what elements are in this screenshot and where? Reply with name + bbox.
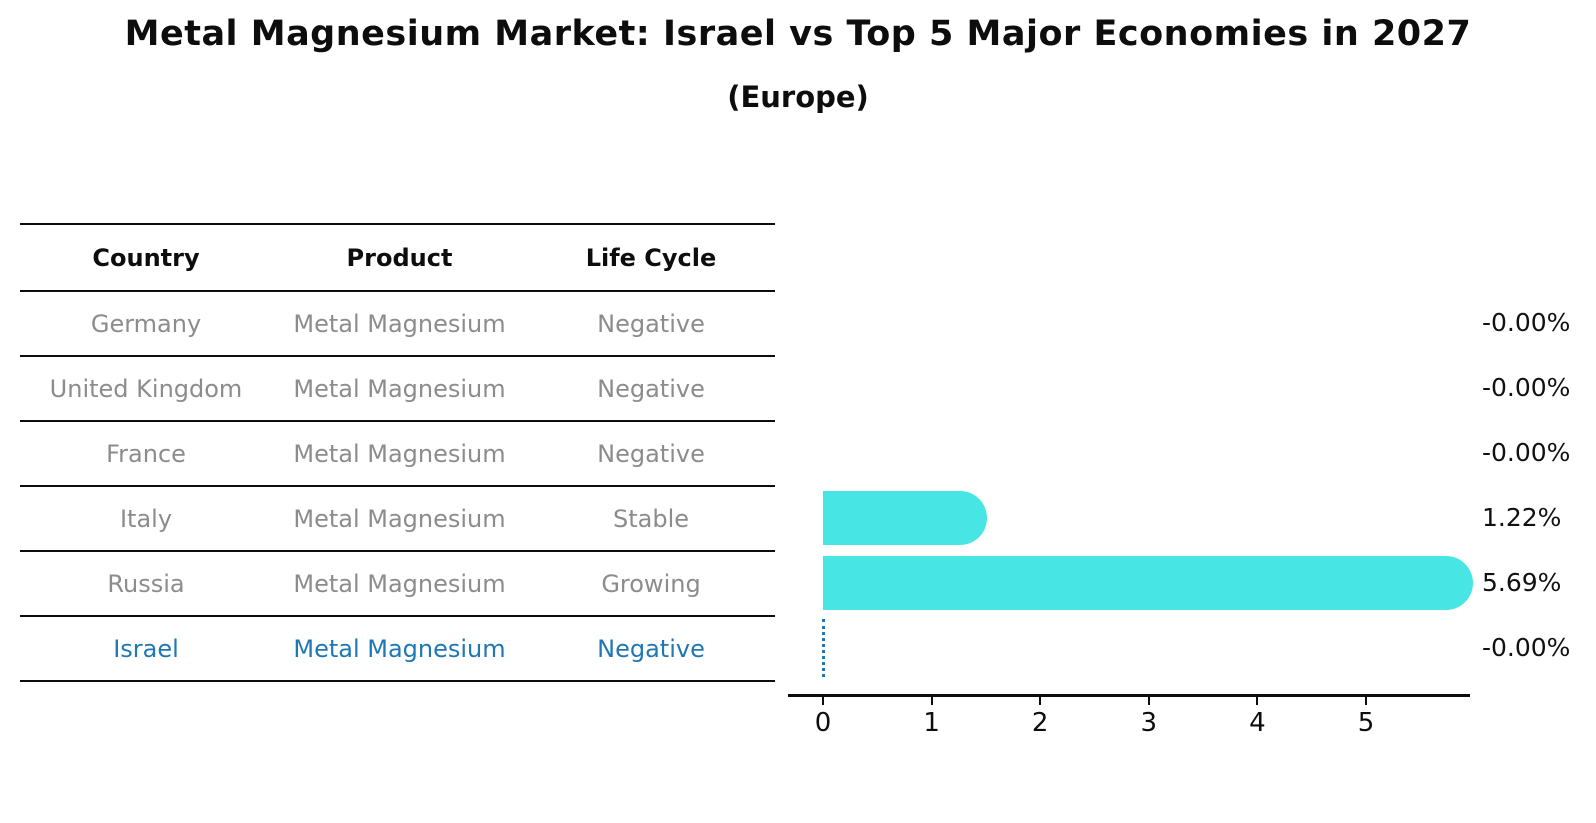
bar-value-label: 5.69% bbox=[1482, 567, 1562, 597]
chart-subtitle: (Europe) bbox=[727, 80, 869, 114]
country-table: Country Product Life Cycle Germany Metal Mag… bbox=[20, 223, 775, 682]
life-cycle-cell: Growing bbox=[601, 569, 701, 598]
x-axis-tick-label: 4 bbox=[1249, 708, 1266, 738]
x-axis-tick-label: 5 bbox=[1357, 708, 1375, 738]
country-cell: United Kingdom bbox=[49, 374, 243, 403]
country-cell: Israel bbox=[113, 634, 179, 663]
life-cycle-cell: Negative bbox=[597, 309, 705, 338]
chart-title: Metal Magnesium Market: Israel vs Top 5 … bbox=[124, 14, 1472, 54]
country-cell: Italy bbox=[119, 504, 173, 533]
x-axis-tick-label: 0 bbox=[814, 708, 832, 738]
product-cell: Metal Magnesium bbox=[293, 374, 506, 403]
table-row: Italy Metal Magnesium Stable bbox=[20, 485, 775, 550]
life-cycle-cell: Negative bbox=[597, 439, 705, 468]
product-cell: Metal Magnesium bbox=[293, 504, 506, 533]
bar-value-label: -0.00% bbox=[1482, 632, 1571, 662]
x-axis-tick-mark bbox=[1256, 696, 1259, 705]
column-header-country: Country bbox=[92, 243, 200, 272]
column-header-product: Product bbox=[346, 243, 453, 272]
table-row: Germany Metal Magnesium Negative bbox=[20, 290, 775, 355]
life-cycle-cell: Negative bbox=[597, 634, 705, 663]
product-cell: Metal Magnesium bbox=[293, 634, 506, 663]
bar-value-label: 1.22% bbox=[1482, 502, 1562, 532]
country-cell: Germany bbox=[90, 309, 202, 338]
bar-russia bbox=[823, 555, 1473, 610]
zero-value-dotted-line bbox=[822, 618, 825, 677]
product-cell: Metal Magnesium bbox=[293, 309, 506, 338]
product-cell: Metal Magnesium bbox=[293, 439, 506, 468]
bar-value-label: -0.00% bbox=[1482, 307, 1571, 337]
table-row: Israel Metal Magnesium Negative bbox=[20, 615, 775, 680]
x-axis-tick-mark bbox=[1147, 696, 1150, 705]
bar-value-label: -0.00% bbox=[1482, 372, 1571, 402]
country-cell: Russia bbox=[107, 569, 185, 598]
column-header-life-cycle: Life Cycle bbox=[585, 243, 717, 272]
x-axis-line bbox=[788, 694, 1470, 697]
table-row: United Kingdom Metal Magnesium Negative bbox=[20, 355, 775, 420]
life-cycle-cell: Stable bbox=[612, 504, 690, 533]
x-axis-tick-label: 2 bbox=[1031, 708, 1049, 738]
x-axis-tick-mark bbox=[822, 696, 824, 705]
table-header-row: Country Product Life Cycle bbox=[20, 223, 775, 290]
x-axis-tick-label: 3 bbox=[1140, 708, 1158, 738]
country-cell: France bbox=[106, 439, 186, 468]
x-axis-tick-mark bbox=[1365, 696, 1367, 705]
table-row: France Metal Magnesium Negative bbox=[20, 420, 775, 485]
x-axis-tick-mark bbox=[930, 696, 933, 705]
x-axis-tick-label: 1 bbox=[923, 708, 940, 738]
life-cycle-cell: Negative bbox=[597, 374, 705, 403]
product-cell: Metal Magnesium bbox=[293, 569, 506, 598]
bar-italy bbox=[823, 490, 988, 545]
table-row: Russia Metal Magnesium Growing bbox=[20, 550, 775, 615]
x-axis-tick-mark bbox=[1039, 696, 1042, 705]
bar-value-label: -0.00% bbox=[1482, 437, 1571, 467]
